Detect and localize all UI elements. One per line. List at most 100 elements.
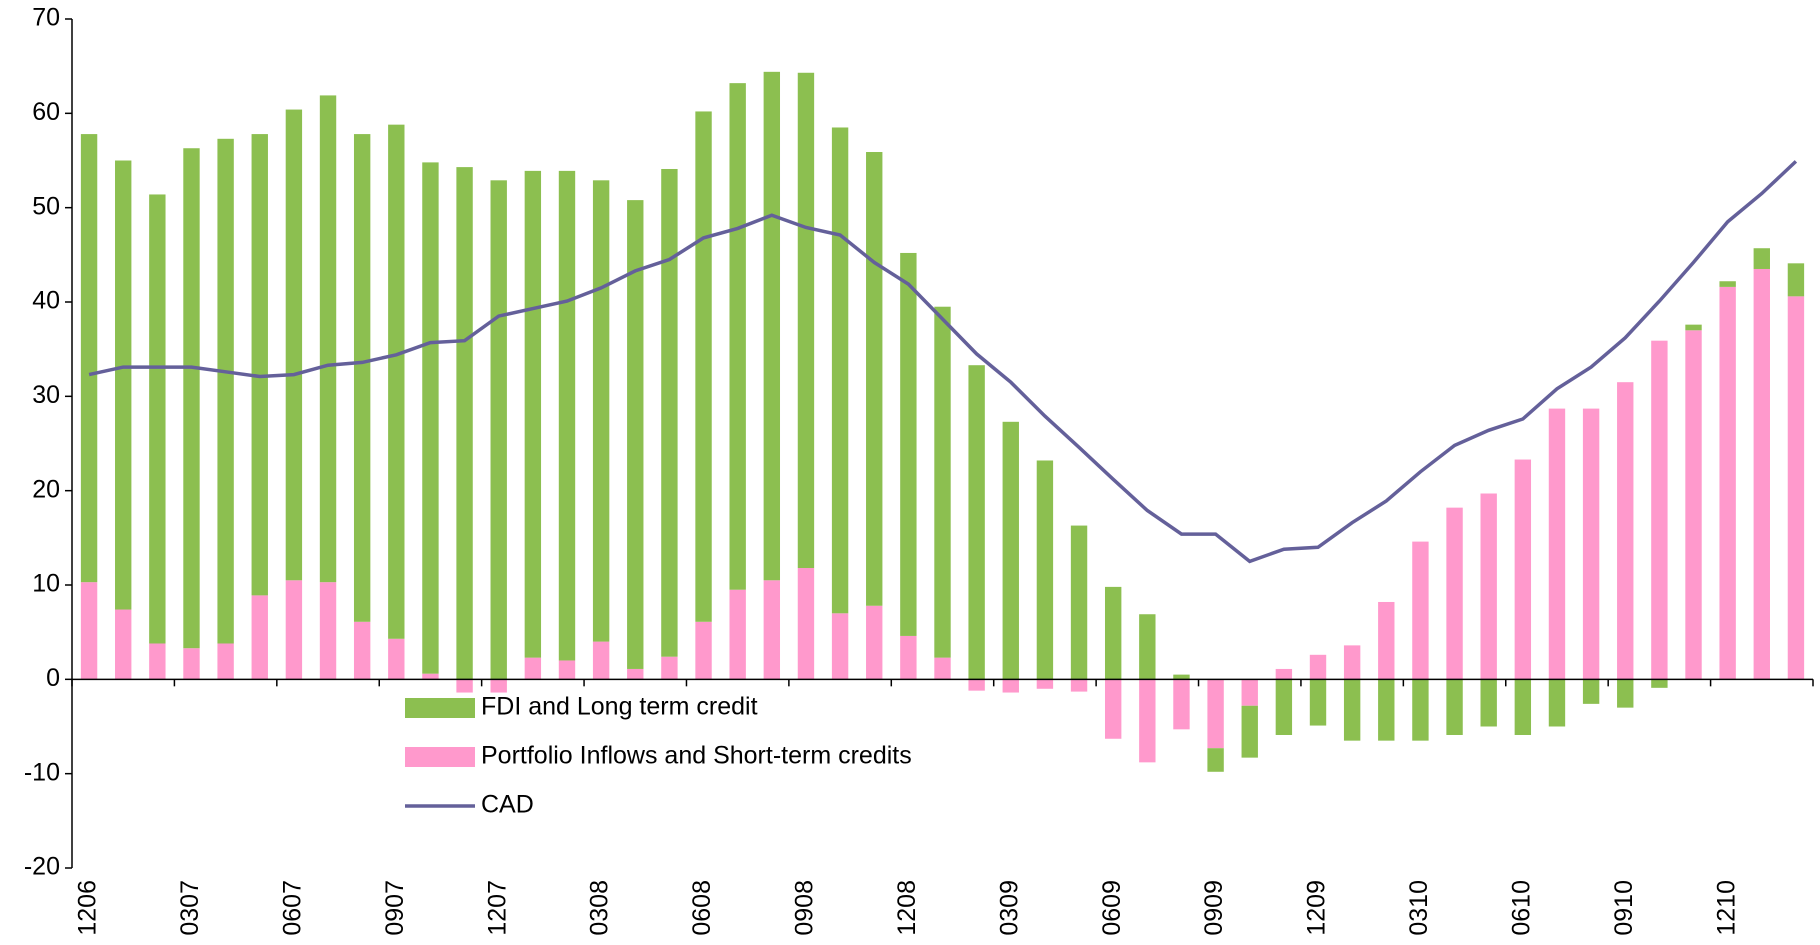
bar xyxy=(115,609,132,680)
x-tick-label: 0309 xyxy=(995,880,1023,936)
legend-swatch xyxy=(405,747,475,767)
legend-label: Portfolio Inflows and Short-term credits xyxy=(481,742,912,770)
y-tick-label: 10 xyxy=(32,570,60,598)
legend-label: FDI and Long term credit xyxy=(481,693,758,721)
bar xyxy=(661,168,678,657)
bar xyxy=(1412,541,1429,680)
bar xyxy=(1753,248,1770,269)
x-tick-label: 0310 xyxy=(1405,880,1433,936)
bar xyxy=(80,582,98,680)
x-tick-label: 0607 xyxy=(279,880,307,936)
bar xyxy=(1514,459,1532,680)
bar xyxy=(695,111,712,622)
bar xyxy=(729,83,746,590)
bar xyxy=(1207,679,1224,749)
x-tick-label: 0910 xyxy=(1610,880,1638,936)
y-tick-label: -20 xyxy=(24,853,60,881)
bar xyxy=(1651,340,1668,680)
bar xyxy=(524,657,542,680)
bar xyxy=(285,580,303,680)
bar xyxy=(1412,679,1429,741)
bar xyxy=(592,641,610,680)
bar xyxy=(524,170,542,658)
x-tick-label: 1208 xyxy=(893,880,921,936)
bar xyxy=(1173,679,1190,730)
bar xyxy=(1241,679,1258,706)
bar xyxy=(183,148,200,649)
bar xyxy=(763,71,781,581)
x-tick-label: 0610 xyxy=(1507,880,1535,936)
bar xyxy=(149,643,166,680)
legend-label: CAD xyxy=(481,791,534,819)
bar xyxy=(1787,263,1805,297)
bar xyxy=(1309,679,1327,726)
bar xyxy=(934,657,951,680)
bar xyxy=(1173,674,1190,680)
bar xyxy=(1104,679,1122,739)
x-tick-label: 1206 xyxy=(74,880,102,936)
bar xyxy=(1651,679,1668,688)
bar xyxy=(1753,268,1770,680)
bar xyxy=(1480,679,1497,727)
bar xyxy=(1514,679,1532,735)
bar xyxy=(1787,296,1805,680)
bar xyxy=(1070,679,1088,692)
bar xyxy=(490,679,507,693)
bar xyxy=(900,252,917,636)
bar xyxy=(866,152,883,606)
bar xyxy=(558,660,576,680)
bar xyxy=(1309,654,1327,680)
y-tick-label: 30 xyxy=(32,381,60,409)
y-tick-label: 50 xyxy=(32,192,60,220)
bar xyxy=(1480,493,1497,680)
bar xyxy=(319,95,337,583)
bar xyxy=(1036,679,1054,689)
bar xyxy=(968,365,985,680)
bar xyxy=(729,589,746,680)
bar xyxy=(319,582,337,680)
bar xyxy=(627,200,644,669)
bar xyxy=(251,134,268,596)
y-tick-label: -10 xyxy=(24,758,60,786)
line xyxy=(88,160,1798,564)
bar xyxy=(1617,679,1634,708)
bar xyxy=(490,180,507,680)
bar xyxy=(831,127,849,614)
bar xyxy=(934,306,951,658)
x-tick-label: 0909 xyxy=(1200,880,1228,936)
bar xyxy=(1343,645,1361,680)
y-tick-label: 70 xyxy=(32,4,60,32)
x-tick-label: 0308 xyxy=(586,880,614,936)
bar xyxy=(422,162,439,674)
bar xyxy=(1139,679,1156,763)
bar xyxy=(1617,382,1634,680)
bar xyxy=(1378,601,1395,680)
bar xyxy=(558,170,576,661)
bar xyxy=(1139,614,1156,680)
y-tick-label: 20 xyxy=(32,475,60,503)
x-tick-label: 0307 xyxy=(176,880,204,936)
bar xyxy=(115,160,132,610)
bar xyxy=(1548,408,1566,680)
bar xyxy=(1275,668,1293,680)
bar xyxy=(217,643,234,680)
bar xyxy=(1378,679,1395,741)
bar xyxy=(353,621,371,680)
bar xyxy=(149,194,166,644)
bar xyxy=(763,580,781,680)
legend-swatch xyxy=(405,698,475,718)
bar xyxy=(285,109,303,581)
bar xyxy=(797,568,815,680)
bar xyxy=(456,679,473,693)
bar xyxy=(1207,748,1224,772)
bar xyxy=(695,621,712,680)
bar xyxy=(968,679,985,691)
y-tick-label: 40 xyxy=(32,287,60,315)
x-tick-label: 0608 xyxy=(688,880,716,936)
bar xyxy=(1685,324,1702,331)
bar xyxy=(1719,281,1736,287)
bar xyxy=(80,134,98,583)
bar xyxy=(1685,330,1702,680)
bar xyxy=(627,668,644,680)
